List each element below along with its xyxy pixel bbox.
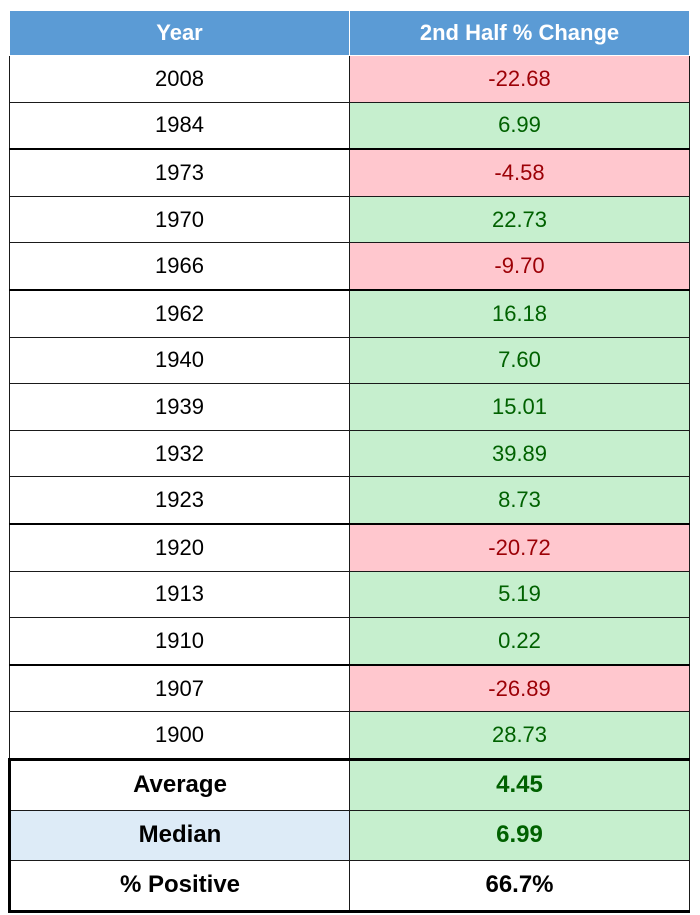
change-cell: 0.22 [349,617,690,666]
summary-label: Average [8,757,350,811]
year-cell: 1932 [9,429,350,478]
table-row: 1940 7.60 [9,336,690,385]
summary-label: Median [8,809,350,861]
year-cell: 1970 [9,195,350,244]
year-cell: 1923 [9,476,350,525]
table-row: 1920 -20.72 [9,523,690,572]
year-cell: 1939 [9,383,350,431]
summary-label: % Positive [8,859,350,913]
table-row: 1962 16.18 [9,289,690,338]
summary-row: Average 4.45 [8,757,690,811]
table-row: 1973 -4.58 [9,148,690,197]
table-body: 2008 -22.68 1984 6.99 1973 -4.58 1970 22.73 1966… [8,55,690,913]
header-row: Year 2nd Half % Change [9,10,690,56]
change-cell: 28.73 [349,711,690,760]
summary-value: 4.45 [349,757,690,811]
data-table: Year 2nd Half % Change 2008 -22.68 1984 6.9… [8,10,690,913]
header-cell: Year [9,10,350,56]
change-cell: 5.19 [349,570,690,619]
table-row: 2008 -22.68 [9,55,690,103]
year-cell: 1973 [9,148,350,197]
change-cell: 39.89 [349,429,690,478]
header-cell: 2nd Half % Change [349,10,690,56]
table-row: 1907 -26.89 [9,664,690,713]
change-cell: -26.89 [349,664,690,713]
year-cell: 1900 [9,711,350,760]
year-cell: 1940 [9,336,350,385]
year-cell: 1920 [9,523,350,572]
table-row: 1913 5.19 [9,570,690,619]
year-cell: 1966 [9,242,350,291]
summary-value: 6.99 [349,809,690,861]
table-row: 1984 6.99 [9,101,690,151]
year-cell: 1962 [9,289,350,338]
summary-row: % Positive 66.7% [8,859,690,913]
table-row: 1910 0.22 [9,617,690,666]
summary-value: 66.7% [349,859,690,913]
year-cell: 1984 [9,101,350,151]
table-header: Year 2nd Half % Change [9,10,690,56]
change-cell: -9.70 [349,242,690,291]
table-row: 1966 -9.70 [9,242,690,291]
change-cell: 7.60 [349,336,690,385]
year-cell: 1907 [9,664,350,713]
change-cell: -4.58 [349,148,690,197]
year-cell: 2008 [9,55,350,103]
change-cell: -20.72 [349,523,690,572]
table-row: 1900 28.73 [9,711,690,760]
summary-row: Median 6.99 [8,809,690,861]
change-cell: -22.68 [349,55,690,103]
change-cell: 22.73 [349,195,690,244]
change-cell: 8.73 [349,476,690,525]
change-cell: 6.99 [349,101,690,151]
year-cell: 1910 [9,617,350,666]
table-row: 1923 8.73 [9,476,690,525]
table-row: 1932 39.89 [9,429,690,478]
table-row: 1939 15.01 [9,383,690,431]
change-cell: 15.01 [349,383,690,431]
table-row: 1970 22.73 [9,195,690,244]
year-cell: 1913 [9,570,350,619]
change-cell: 16.18 [349,289,690,338]
